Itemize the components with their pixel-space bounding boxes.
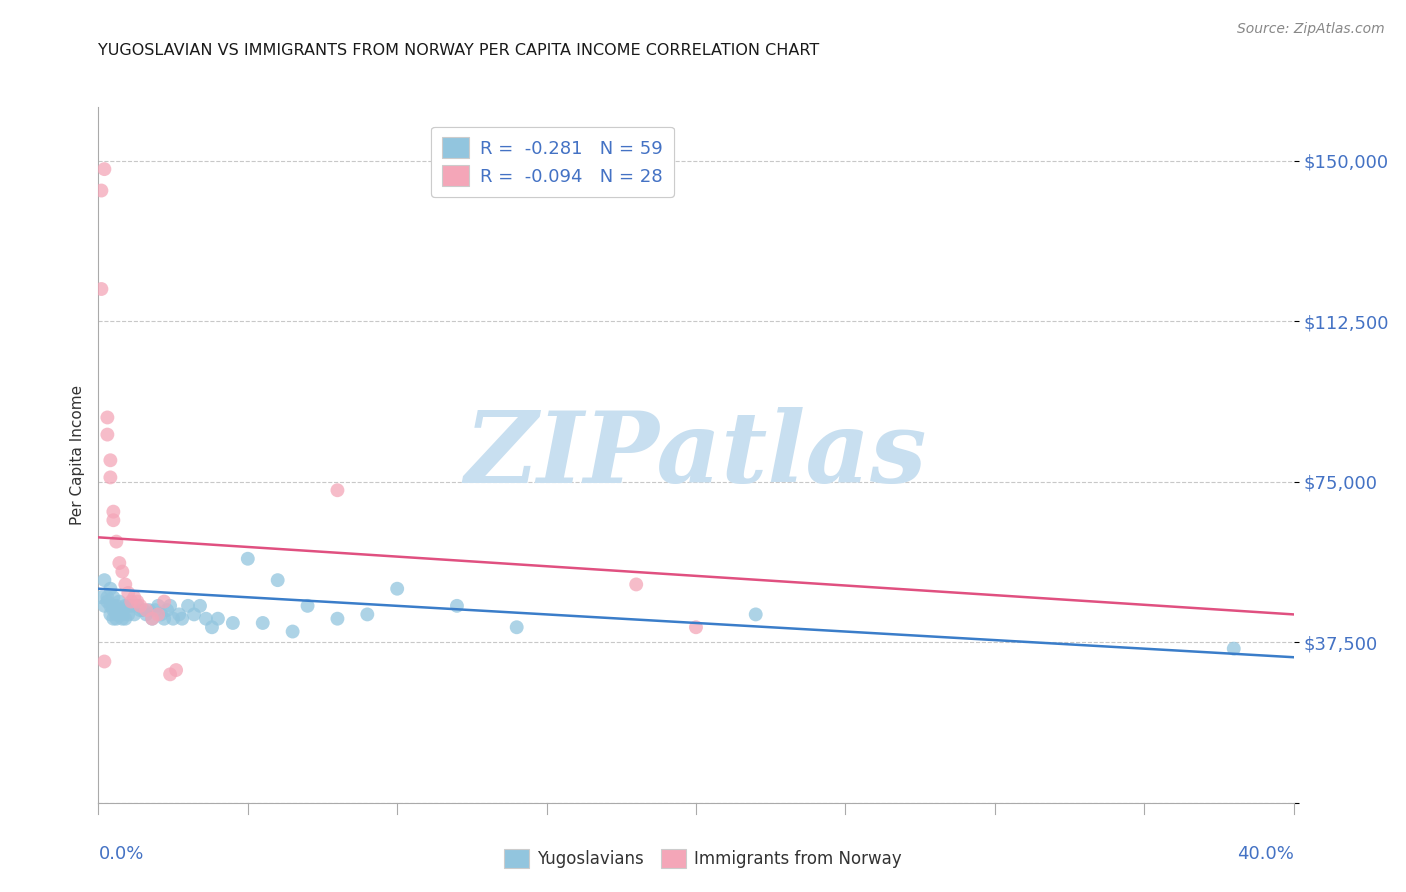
Point (98, 470, 122, 484)
Point (297, 599, 319, 613)
Point (93, 655, 115, 669)
Point (150, 607, 173, 622)
Point (153, 594, 176, 608)
Point (446, 599, 468, 613)
Point (124, 607, 146, 622)
Point (117, 607, 139, 622)
Point (172, 612, 194, 626)
Point (103, 612, 125, 626)
Point (111, 607, 134, 622)
Point (138, 603, 160, 617)
Point (108, 594, 131, 608)
Point (120, 594, 142, 608)
Point (236, 551, 259, 566)
Point (194, 612, 218, 626)
Point (165, 663, 187, 677)
Point (111, 565, 134, 579)
Point (159, 599, 181, 613)
Point (141, 612, 163, 626)
Point (127, 594, 149, 608)
Point (356, 607, 378, 622)
Point (103, 591, 125, 605)
Point (183, 607, 205, 622)
Point (222, 615, 245, 630)
Legend: R =  -0.281   N = 59, R =  -0.094   N = 28: R = -0.281 N = 59, R = -0.094 N = 28 (432, 127, 673, 197)
Point (132, 603, 155, 617)
Point (96, 427, 118, 442)
Point (129, 603, 152, 617)
Point (111, 612, 134, 626)
Point (98, 599, 122, 613)
Point (162, 612, 184, 626)
Point (143, 603, 166, 617)
Point (177, 599, 200, 613)
Point (506, 620, 529, 634)
Point (108, 556, 131, 570)
Point (93, 162, 115, 177)
Point (114, 577, 136, 591)
Point (103, 603, 125, 617)
Point (93, 573, 115, 587)
Point (96, 591, 118, 605)
Point (135, 607, 157, 622)
Text: Source: ZipAtlas.com: Source: ZipAtlas.com (1237, 22, 1385, 37)
Point (135, 603, 157, 617)
Point (96, 594, 118, 608)
Point (167, 607, 190, 622)
Point (105, 607, 128, 622)
Point (156, 603, 179, 617)
Point (93, 599, 115, 613)
Point (188, 599, 211, 613)
Point (96, 410, 118, 425)
Point (117, 586, 139, 600)
Text: 0.0%: 0.0% (98, 845, 143, 863)
Point (1223, 641, 1246, 656)
Point (114, 612, 136, 626)
Point (108, 603, 131, 617)
Point (105, 599, 128, 613)
Point (685, 620, 707, 634)
Point (120, 599, 142, 613)
Point (117, 599, 139, 613)
Point (127, 599, 149, 613)
Point (141, 612, 163, 626)
Point (90, 591, 112, 605)
Point (207, 612, 229, 626)
Point (103, 513, 125, 527)
Point (114, 599, 136, 613)
Point (103, 599, 125, 613)
Point (148, 607, 170, 622)
Text: 40.0%: 40.0% (1237, 845, 1294, 863)
Point (103, 505, 125, 519)
Point (90, 282, 112, 296)
Point (98, 582, 122, 596)
Point (98, 607, 122, 622)
Point (129, 599, 152, 613)
Text: ZIPatlas: ZIPatlas (465, 407, 927, 503)
Legend: Yugoslavians, Immigrants from Norway: Yugoslavians, Immigrants from Norway (498, 842, 908, 875)
Text: YUGOSLAVIAN VS IMMIGRANTS FROM NORWAY PER CAPITA INCOME CORRELATION CHART: YUGOSLAVIAN VS IMMIGRANTS FROM NORWAY PE… (98, 43, 820, 58)
Point (105, 534, 128, 549)
Point (624, 577, 647, 591)
Point (385, 582, 409, 596)
Point (745, 607, 768, 622)
Y-axis label: Per Capita Income: Per Capita Income (69, 384, 84, 525)
Point (159, 667, 181, 681)
Point (326, 483, 349, 498)
Point (252, 615, 274, 630)
Point (153, 612, 176, 626)
Point (148, 599, 170, 613)
Point (90, 184, 112, 198)
Point (98, 453, 122, 467)
Point (105, 612, 128, 626)
Point (124, 591, 146, 605)
Point (326, 612, 349, 626)
Point (281, 624, 304, 639)
Point (201, 620, 224, 634)
Point (267, 573, 290, 587)
